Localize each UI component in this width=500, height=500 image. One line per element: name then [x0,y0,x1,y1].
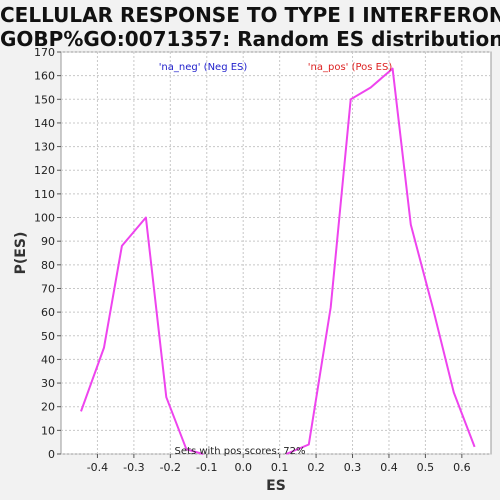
y-tick-label: 10 [41,424,55,437]
y-tick-label: 50 [41,330,55,343]
chart-title-line-2: GOBP%GO:0071357: Random ES distribution [0,27,500,51]
x-tick-label: -0.3 [123,461,144,474]
x-tick-label: 0.6 [453,461,471,474]
y-tick-label: 40 [41,353,55,366]
y-tick-label: 130 [34,141,55,154]
x-tick-label: -0.2 [160,461,181,474]
legend-neg-es: 'na_neg' (Neg ES) [159,62,248,73]
y-tick-label: 80 [41,259,55,272]
y-tick-label: 30 [41,377,55,390]
x-tick-label: 0.4 [380,461,398,474]
x-axis-label: ES [266,478,286,494]
series-line-na-pos [285,67,476,455]
x-tick-label: 0.2 [307,461,325,474]
x-tick-label: 0.5 [417,461,435,474]
series-line-na-neg [80,216,204,455]
x-axis-ticks: -0.4 -0.3 -0.2 -0.1 0.0 0.1 0.2 0.3 0.4 0.5 0.6 [87,454,471,474]
y-axis-ticks: 0 10 20 30 40 50 60 70 80 90 100 110 120 130 140 150 160… [34,46,61,461]
y-tick-label: 60 [41,306,55,319]
es-lines [80,67,476,455]
y-tick-label: 120 [34,164,55,177]
grid-lines [61,51,491,455]
y-tick-label: 140 [34,117,55,130]
x-tick-label: 0.0 [234,461,252,474]
y-tick-label: 70 [41,282,55,295]
y-tick-label: 150 [34,93,55,106]
y-axis-label: P(ES) [13,232,29,275]
x-tick-label: 0.3 [344,461,362,474]
y-tick-label: 110 [34,188,55,201]
plot-area [60,51,492,455]
x-tick-label: -0.4 [87,461,108,474]
y-tick-label: 20 [41,401,55,414]
x-tick-label: 0.1 [271,461,289,474]
y-tick-label: 90 [41,235,55,248]
legend-pos-es: 'na_pos' (Pos ES) [308,62,393,73]
y-tick-label: 170 [34,46,55,59]
chart-title-line-1: CELLULAR RESPONSE TO TYPE I INTERFERON% [0,3,500,27]
x-tick-label: -0.1 [196,461,217,474]
y-tick-label: 100 [34,212,55,225]
y-tick-label: 160 [34,70,55,83]
pos-scores-annotation: Sets with pos scores: 72% [175,446,306,457]
y-tick-label: 0 [48,448,55,461]
